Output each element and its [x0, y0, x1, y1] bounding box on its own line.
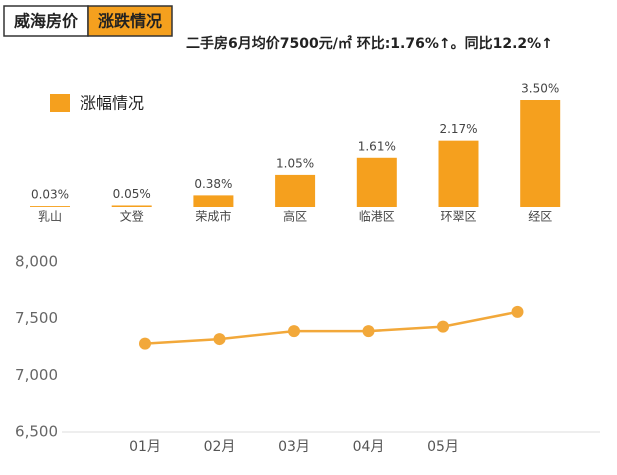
value-label: 0.05%	[113, 187, 151, 201]
point	[437, 320, 449, 333]
value-label: 1.05%	[276, 156, 314, 170]
category-label: 临港区	[359, 210, 395, 224]
value-label: 2.17%	[439, 122, 477, 136]
y-tick-label: 7,000	[15, 366, 58, 384]
y-tick-label: 6,500	[15, 423, 58, 441]
value-label: 3.50%	[521, 82, 559, 96]
bar	[193, 195, 234, 207]
bar	[438, 140, 479, 207]
value-label: 1.61%	[358, 139, 396, 153]
title-box	[3, 5, 89, 37]
category-label: 高区	[283, 209, 307, 224]
x-tick-label: 05月	[427, 439, 459, 455]
legend-label: 涨幅情况	[80, 94, 144, 113]
header-summary: 二手房6月均价7500元/㎡ 环比:1.76%↑。同比12.2%↑	[186, 35, 553, 52]
point	[511, 305, 524, 318]
header-tag: 涨跌情况	[98, 12, 162, 31]
bar	[520, 100, 561, 207]
header-title: 威海房价	[14, 12, 79, 31]
value-label: 0.03%	[31, 188, 69, 202]
tag-box	[87, 5, 173, 37]
category-label: 乳山	[38, 210, 62, 224]
x-tick-label: 01月	[129, 439, 161, 455]
y-tick-label: 7,500	[15, 309, 58, 327]
point	[362, 325, 375, 338]
bar	[356, 157, 397, 207]
category-label: 经区	[528, 210, 552, 224]
x-tick-label: 03月	[278, 439, 310, 455]
legend-swatch	[50, 94, 70, 112]
category-label: 文登	[120, 209, 144, 224]
bar	[111, 205, 152, 207]
point	[288, 325, 300, 338]
x-tick-label: 04月	[353, 439, 385, 455]
category-label: 荣成市	[195, 209, 231, 224]
bar	[275, 174, 316, 207]
bar	[30, 206, 70, 207]
point	[139, 337, 151, 350]
y-tick-label: 8,000	[15, 253, 58, 271]
line	[144, 310, 518, 345]
x-tick-label: 02月	[204, 439, 236, 455]
value-label: 0.38%	[194, 177, 232, 191]
category-label: 环翠区	[440, 210, 476, 224]
point	[213, 333, 226, 346]
